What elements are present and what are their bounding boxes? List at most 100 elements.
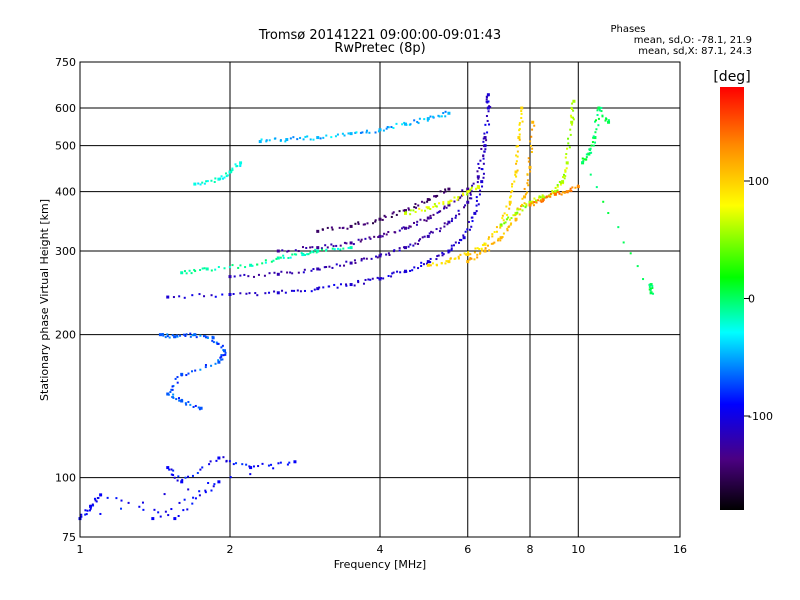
y-axis-ticks: 75 100 200 300 400 500 600 750 (55, 56, 76, 544)
data-point (433, 195, 436, 198)
data-point (482, 140, 485, 143)
data-point (465, 193, 468, 196)
data-point (232, 292, 235, 295)
data-point (462, 236, 466, 240)
data-point (297, 250, 300, 253)
data-point (629, 252, 632, 255)
data-point (120, 499, 123, 502)
data-point (256, 294, 259, 297)
data-point (390, 126, 393, 129)
data-point (542, 198, 545, 201)
data-point (569, 128, 572, 131)
data-point (500, 223, 503, 226)
data-point (607, 120, 611, 124)
data-point (454, 216, 457, 219)
data-point (533, 197, 536, 200)
data-point (331, 228, 334, 231)
data-point (201, 267, 204, 270)
data-point (268, 139, 271, 142)
data-point (508, 218, 511, 221)
data-point (178, 501, 181, 504)
data-point (194, 333, 197, 336)
data-point (414, 242, 417, 245)
data-point (325, 265, 328, 268)
data-point (214, 268, 217, 271)
data-point (523, 195, 527, 199)
data-point (157, 511, 160, 514)
data-point (417, 204, 420, 207)
data-point (535, 201, 538, 204)
data-point (293, 460, 297, 464)
data-point (166, 295, 170, 299)
data-point (572, 118, 575, 121)
data-point (426, 119, 429, 122)
data-point (526, 173, 529, 176)
data-point (203, 267, 206, 270)
data-point (209, 460, 212, 463)
data-point (225, 459, 228, 462)
data-point (607, 212, 610, 215)
y-tick-label: 400 (55, 186, 76, 199)
data-point (312, 251, 315, 254)
data-point (208, 463, 211, 466)
data-point (438, 115, 441, 118)
data-point (467, 220, 470, 223)
data-point (180, 374, 183, 377)
data-point (383, 232, 386, 235)
data-point (458, 238, 461, 241)
data-point (219, 356, 222, 359)
data-point (231, 167, 234, 170)
data-point (217, 342, 220, 345)
data-point (558, 180, 561, 183)
data-point (263, 274, 266, 277)
x-tick-label: 4 (377, 543, 384, 556)
data-point (491, 233, 494, 236)
data-point (330, 243, 333, 246)
data-point (469, 191, 472, 194)
data-point (466, 200, 470, 204)
data-point (436, 211, 439, 214)
data-point (523, 202, 526, 205)
data-point (301, 246, 304, 249)
data-point (505, 218, 508, 221)
data-point (89, 504, 92, 507)
data-point (470, 189, 473, 192)
data-point (186, 508, 189, 511)
data-point (468, 258, 471, 261)
data-point (447, 249, 451, 253)
data-point (440, 115, 443, 118)
data-point (508, 200, 512, 204)
data-point (595, 186, 598, 189)
data-point (204, 366, 207, 369)
data-point (374, 219, 377, 222)
data-point (349, 261, 353, 265)
data-point (225, 175, 228, 178)
data-point (511, 185, 514, 188)
data-point (173, 517, 177, 521)
data-point (457, 257, 460, 260)
data-point (353, 284, 356, 287)
data-point (515, 160, 518, 163)
data-point (462, 234, 465, 237)
data-point (477, 203, 480, 206)
data-point (370, 257, 373, 260)
data-point (158, 333, 162, 337)
data-point (284, 291, 287, 294)
data-point (588, 148, 591, 151)
data-point (273, 271, 276, 274)
data-point (291, 253, 294, 256)
data-point (292, 136, 295, 139)
data-point (518, 123, 521, 126)
data-point (360, 257, 363, 260)
data-point (217, 177, 221, 181)
data-point (378, 128, 382, 132)
data-point (636, 265, 639, 268)
data-point (398, 247, 401, 250)
data-point (349, 283, 353, 287)
data-point (365, 129, 368, 132)
data-point (459, 196, 462, 199)
data-point (220, 346, 223, 349)
data-point (405, 123, 408, 126)
data-point (222, 456, 225, 459)
